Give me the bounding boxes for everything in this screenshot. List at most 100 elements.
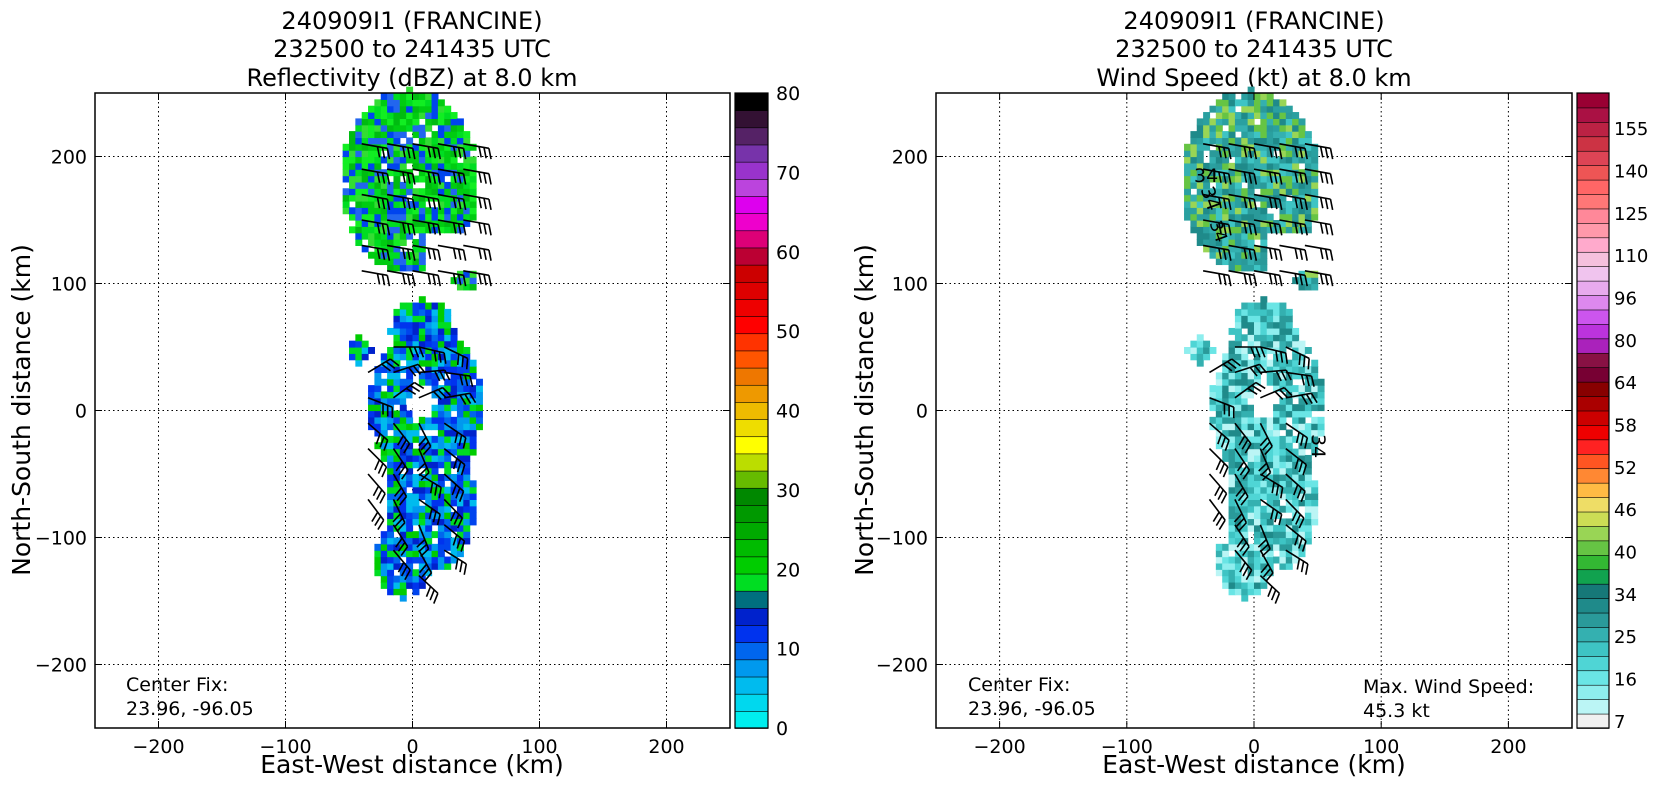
field-cell (1247, 118, 1255, 126)
field-cell (456, 213, 464, 221)
field-cell (387, 347, 395, 354)
field-cell (1203, 207, 1211, 215)
field-cell (425, 480, 433, 488)
wind-barb (1259, 549, 1274, 582)
field-cell (1209, 118, 1217, 126)
field-cell (1273, 543, 1281, 551)
field-cell (1215, 391, 1223, 399)
field-cell (1228, 518, 1236, 526)
field-cell (1279, 404, 1287, 412)
field-cell (463, 150, 471, 158)
wind-barb (443, 346, 469, 370)
wind-barb (1279, 270, 1308, 287)
field-cell (399, 454, 407, 462)
reflectivity-colorbar (734, 92, 769, 729)
field-cell (1222, 575, 1230, 583)
field-cell (1196, 162, 1204, 170)
field-cell (1260, 353, 1268, 361)
field-cell (387, 162, 395, 170)
field-cell (1285, 461, 1293, 469)
field-cell (412, 226, 420, 234)
field-cell (1273, 435, 1281, 443)
field-cell (1228, 226, 1236, 234)
field-cell (456, 423, 464, 431)
field-cell (1266, 137, 1274, 145)
field-cell (380, 391, 388, 399)
field-cell (1209, 416, 1217, 424)
field-cell (399, 150, 407, 158)
field-cell (387, 556, 395, 564)
field-cell (463, 207, 471, 215)
field-cell (469, 270, 477, 278)
field-cell (1298, 347, 1306, 354)
field-cell (393, 366, 401, 373)
field-cell (1241, 404, 1249, 412)
field-cell (450, 372, 458, 380)
field-cell (444, 442, 452, 450)
field-cell (450, 334, 458, 342)
field-cell (374, 239, 382, 246)
field-cell (463, 474, 471, 481)
field-cell (361, 143, 369, 151)
field-cell (368, 118, 375, 126)
field-cell (469, 429, 477, 437)
field-cell (361, 347, 369, 354)
field-cell (431, 137, 439, 145)
field-cell (1241, 448, 1249, 456)
field-cell (1228, 416, 1236, 424)
field-cell (450, 378, 458, 386)
wind-barb (463, 143, 492, 160)
field-cell (374, 200, 382, 208)
field-cell (437, 200, 445, 208)
x-tick-label: 200 (1490, 736, 1526, 758)
field-cell (1292, 391, 1300, 399)
field-cell (1203, 194, 1211, 202)
colorbar-swatch (734, 247, 769, 266)
field-cell (469, 423, 477, 431)
field-cell (361, 188, 369, 196)
field-cell (1190, 156, 1198, 164)
field-cell (1266, 112, 1274, 119)
field-cell (431, 366, 439, 373)
field-cell (1254, 124, 1261, 132)
field-cell (387, 448, 395, 456)
field-cell (425, 327, 433, 335)
field-cell (1292, 277, 1300, 285)
field-cell (450, 435, 458, 443)
field-cell (355, 143, 363, 151)
field-cell (1311, 169, 1319, 177)
field-cell (393, 150, 401, 158)
field-cell (374, 118, 382, 126)
colorbar-swatch (734, 229, 769, 249)
field-cell (1266, 505, 1274, 513)
colorbar-tick-label: 58 (1614, 415, 1637, 436)
field-cell (437, 156, 445, 164)
field-cell (444, 359, 452, 367)
field-cell (431, 308, 439, 316)
field-cell (393, 416, 401, 424)
field-cell (1222, 258, 1230, 266)
field-cell (1209, 131, 1217, 139)
field-cell (1234, 321, 1242, 329)
field-cell (1203, 137, 1211, 145)
field-cell (418, 347, 426, 354)
field-cell (1234, 340, 1242, 348)
field-cell (387, 226, 395, 234)
field-cell (1241, 239, 1249, 246)
field-cell (1304, 188, 1312, 196)
colorbar-swatch (1576, 135, 1610, 152)
field-cell (393, 372, 401, 380)
field-cell (1234, 239, 1242, 246)
field-cell (1196, 143, 1204, 151)
field-cell (450, 543, 458, 551)
field-cell (418, 505, 426, 513)
field-cell (374, 569, 382, 577)
left-x-axis-label: East-West distance (km) (260, 750, 564, 779)
field-cell (1273, 315, 1281, 323)
field-cell (476, 416, 483, 424)
field-cell (1304, 512, 1312, 520)
field-cell (1196, 118, 1204, 126)
field-cell (1234, 213, 1242, 221)
field-cell (425, 442, 433, 450)
field-cell (1254, 245, 1261, 253)
